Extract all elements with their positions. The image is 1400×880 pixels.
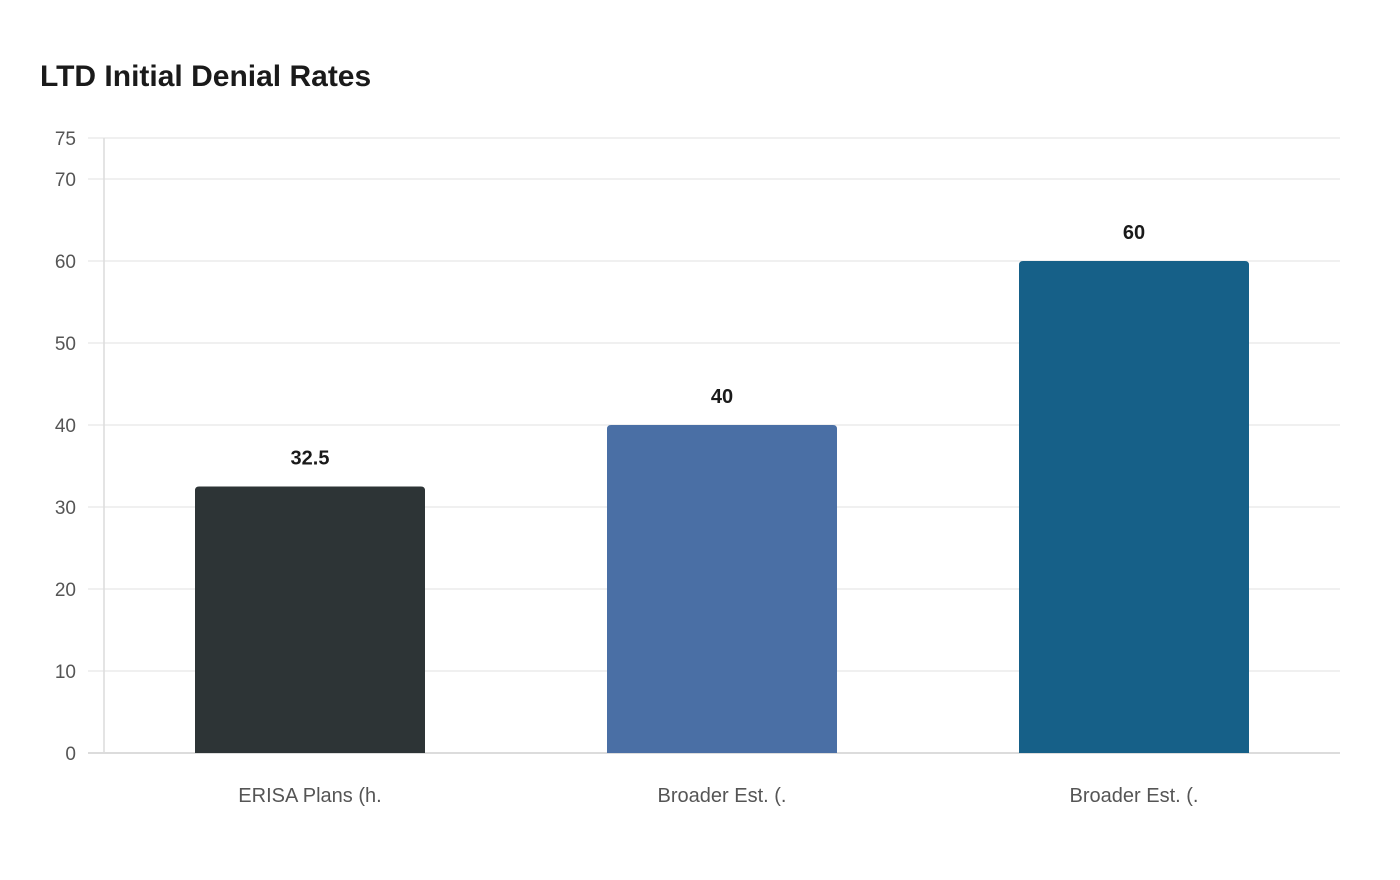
x-tick-label: Broader Est. (. (658, 785, 787, 807)
y-tick-label: 0 (65, 744, 76, 765)
data-label: 60 (1123, 222, 1145, 244)
chart-title: LTD Initial Denial Rates (40, 60, 372, 93)
bar (1019, 261, 1249, 753)
x-tick-label: Broader Est. (. (1070, 785, 1199, 807)
y-tick-label: 70 (55, 170, 76, 191)
y-tick-label: 50 (55, 334, 76, 355)
data-label: 40 (711, 386, 733, 408)
y-tick-label: 40 (55, 416, 76, 437)
y-tick-label: 75 (55, 129, 76, 150)
data-label: 32.5 (291, 448, 330, 470)
y-tick-label: 30 (55, 498, 76, 519)
y-tick-label: 60 (55, 252, 76, 273)
x-tick-label: ERISA Plans (h. (238, 785, 381, 807)
y-tick-label: 20 (55, 580, 76, 601)
bar (607, 425, 837, 753)
bar (195, 486, 425, 753)
y-tick-label: 10 (55, 662, 76, 683)
